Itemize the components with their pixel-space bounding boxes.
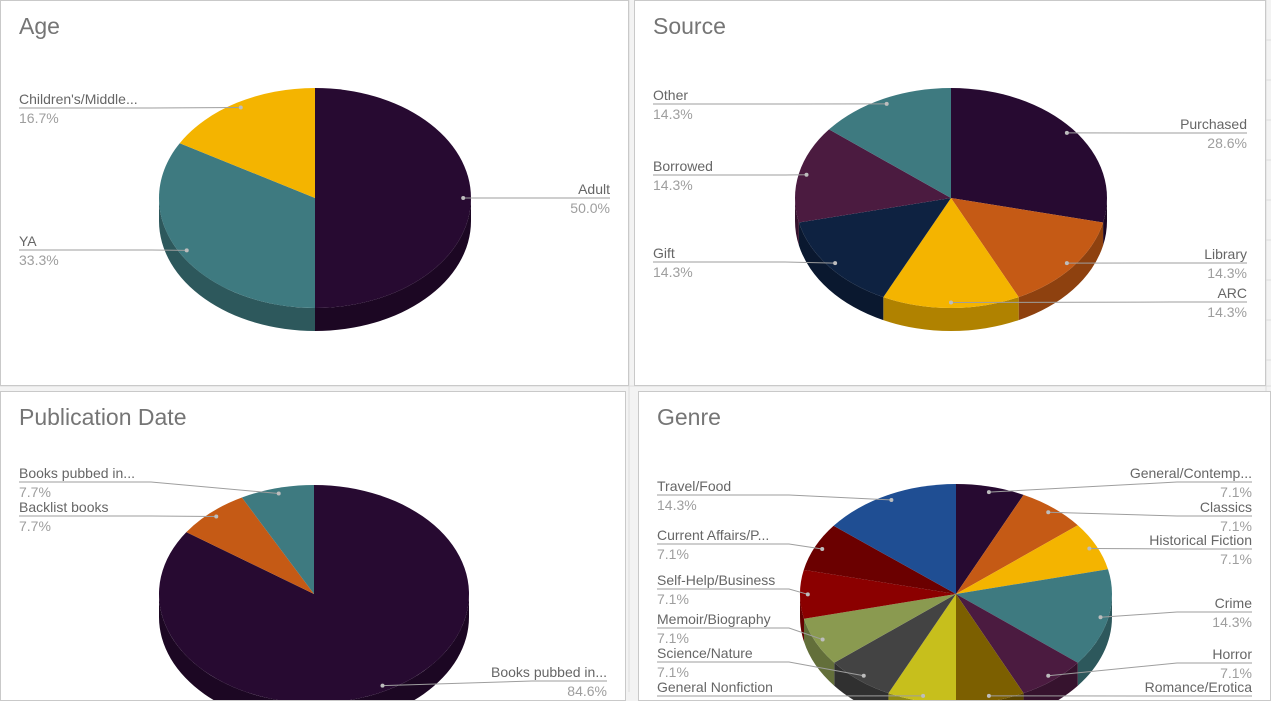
slice-percent: 7.1% <box>657 546 689 562</box>
leader-dot <box>987 490 991 494</box>
pie-slices <box>800 484 1112 701</box>
slice-percent: 7.7% <box>19 484 51 500</box>
slice-label: Books pubbed in... <box>491 664 607 680</box>
slice-label: Books pubbed in... <box>19 465 135 481</box>
leader-dot <box>889 498 893 502</box>
slice-label: Library <box>1204 246 1247 262</box>
slice-label: Horror <box>1212 646 1252 662</box>
slice-label: Historical Fiction <box>1149 532 1252 548</box>
leader-dot <box>987 694 991 698</box>
slice-label: Travel/Food <box>657 478 731 494</box>
slice-percent: 84.6% <box>567 683 607 699</box>
slice-label: ARC <box>1217 285 1247 301</box>
leader-line <box>989 482 1252 492</box>
leader-line <box>653 262 835 263</box>
slice-label: Other <box>653 87 688 103</box>
slice-label: Children's/Middle... <box>19 91 138 107</box>
slice-label: General Nonfiction <box>657 679 773 695</box>
leader-dot <box>921 694 925 698</box>
slice-percent: 14.3% <box>653 264 693 280</box>
slice-percent: 7.1% <box>657 664 689 680</box>
pie-slices <box>159 485 469 701</box>
slice-percent: 14.3% <box>657 497 697 513</box>
leader-line <box>19 516 216 517</box>
slice-label: Purchased <box>1180 116 1247 132</box>
leader-dot <box>862 674 866 678</box>
slice-label: General/Contemp... <box>1130 465 1252 481</box>
slice-label: Crime <box>1215 595 1253 611</box>
leader-dot <box>461 196 465 200</box>
slice-label: Science/Nature <box>657 645 753 661</box>
leader-dot <box>277 491 281 495</box>
leader-dot <box>1046 674 1050 678</box>
slice-label: Classics <box>1200 499 1252 515</box>
slice-label: Backlist books <box>19 499 108 515</box>
leader-dot <box>1065 261 1069 265</box>
slice-label: Current Affairs/P... <box>657 527 769 543</box>
pie-slices <box>159 88 471 308</box>
publication-date-chart-panel[interactable]: Publication Date Books pubbed in...84.6%… <box>0 391 626 701</box>
slice-percent: 7.1% <box>1220 551 1252 567</box>
source-pie-chart: Purchased 28.6% Library 14.3% ARC 14.3% Gift 14… <box>635 1 1266 386</box>
slice-label: Borrowed <box>653 158 713 174</box>
leader-dot <box>239 106 243 110</box>
slice-label: Memoir/Biography <box>657 611 771 627</box>
leader-dot <box>1098 615 1102 619</box>
leader-dot <box>185 248 189 252</box>
slice-label: YA <box>19 233 37 249</box>
leader-dot <box>380 684 384 688</box>
leader-dot <box>1087 546 1091 550</box>
slice-percent: 7.1% <box>1220 484 1252 500</box>
publication-date-pie-chart: Books pubbed in...84.6%Backlist books7.7… <box>1 392 626 701</box>
slice-percent: 28.6% <box>1207 135 1247 151</box>
genre-pie-chart: General/Contemp...7.1%Classics7.1%Histor… <box>639 392 1271 701</box>
leader-dot <box>833 261 837 265</box>
leader-dot <box>806 592 810 596</box>
slice-percent: 7.7% <box>19 518 51 534</box>
slice-label: Gift <box>653 245 675 261</box>
leader-line <box>19 482 279 493</box>
slice-percent: 14.3% <box>653 177 693 193</box>
slice-percent: 14.3% <box>1212 614 1252 630</box>
leader-line <box>951 302 1247 303</box>
slice-percent: 14.3% <box>1207 304 1247 320</box>
slice-percent: 33.3% <box>19 252 59 268</box>
pie-slices <box>795 88 1107 308</box>
slice-percent: 7.1% <box>657 591 689 607</box>
age-pie-chart: Adult 50.0% YA 33.3% Children's/Middle... 16.… <box>1 1 629 386</box>
leader-dot <box>821 638 825 642</box>
leader-dot <box>820 547 824 551</box>
slice-percent: 14.3% <box>653 106 693 122</box>
leader-dot <box>214 515 218 519</box>
leader-line <box>1089 548 1252 549</box>
slice-percent: 14.3% <box>1207 265 1247 281</box>
slice-label: Adult <box>578 181 610 197</box>
slice-label: Romance/Erotica <box>1145 679 1253 695</box>
slice-percent: 16.7% <box>19 110 59 126</box>
leader-dot <box>1046 510 1050 514</box>
leader-dot <box>805 173 809 177</box>
slice-percent: 7.1% <box>657 630 689 646</box>
leader-dot <box>949 301 953 305</box>
slice-percent: 50.0% <box>570 200 610 216</box>
leader-dot <box>885 102 889 106</box>
leader-dot <box>1065 131 1069 135</box>
slice-label: Self-Help/Business <box>657 572 775 588</box>
